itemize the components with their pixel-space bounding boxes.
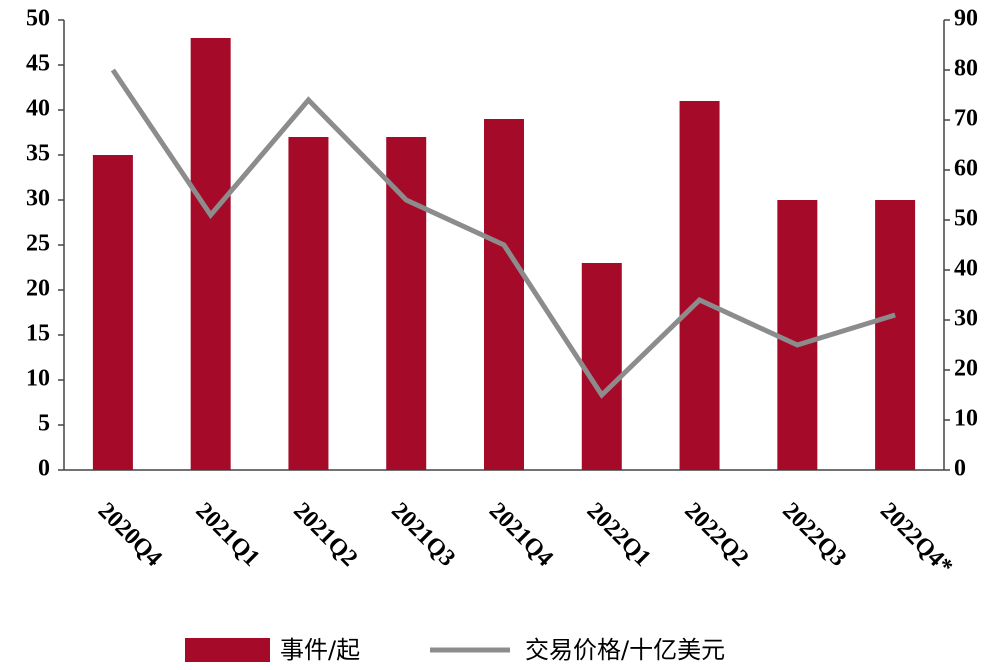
x-tick-label: 2020Q4 [93, 498, 167, 572]
y-tick-label: 0 [38, 456, 50, 482]
y2-tick-label: 80 [954, 56, 978, 82]
bar [679, 101, 720, 470]
legend-label: 事件/起 [280, 636, 360, 664]
y2-tick-label: 10 [954, 406, 978, 432]
y2-tick-label: 0 [954, 456, 966, 482]
bar [777, 200, 818, 470]
bar [581, 263, 622, 470]
y2-tick-label: 90 [954, 6, 978, 32]
bar [190, 38, 231, 470]
x-tick-label: 2022Q3 [777, 498, 851, 572]
y-tick-label: 20 [26, 276, 50, 302]
y2-tick-label: 30 [954, 306, 978, 332]
y-tick-label: 15 [26, 321, 50, 347]
y2-tick-label: 70 [954, 106, 978, 132]
y-tick-label: 50 [26, 6, 50, 32]
legend-swatch [185, 638, 270, 662]
y-tick-label: 25 [26, 231, 50, 257]
y-tick-label: 35 [26, 141, 50, 167]
y-tick-label: 45 [26, 51, 50, 77]
x-tick-label: 2021Q3 [386, 498, 460, 572]
x-tick-label: 2022Q2 [679, 498, 753, 572]
bar [875, 200, 916, 470]
bar [484, 119, 524, 470]
bar [288, 137, 329, 470]
y2-tick-label: 60 [954, 156, 978, 182]
y-tick-label: 5 [38, 411, 50, 437]
y2-tick-label: 50 [954, 206, 978, 232]
y-tick-label: 30 [26, 186, 50, 212]
bar [92, 155, 133, 470]
x-tick-label: 2021Q1 [191, 498, 265, 572]
x-tick-label: 2022Q4* [875, 498, 958, 581]
x-tick-label: 2021Q4 [484, 498, 558, 572]
legend-label: 交易价格/十亿美元 [525, 636, 725, 664]
y2-tick-label: 40 [954, 256, 978, 282]
y-tick-label: 10 [26, 366, 50, 392]
x-tick-label: 2022Q1 [582, 498, 656, 572]
line [110, 68, 896, 399]
x-tick-label: 2021Q2 [288, 498, 362, 572]
y2-tick-label: 20 [954, 356, 978, 382]
bar [386, 137, 427, 470]
y-tick-label: 40 [26, 96, 50, 122]
